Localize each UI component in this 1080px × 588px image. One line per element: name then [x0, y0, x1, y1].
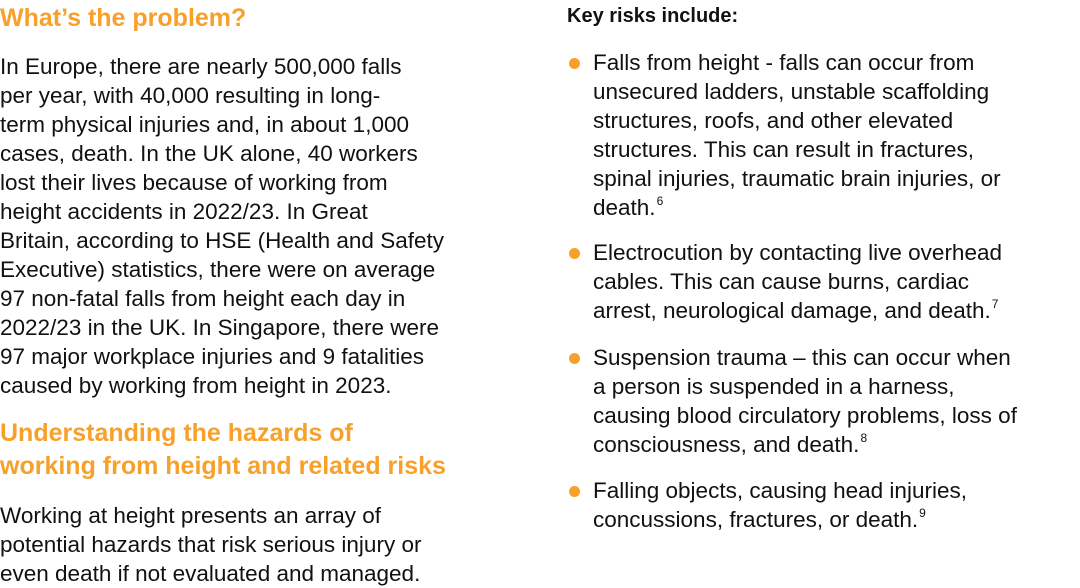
line-text: unsecured ladders, unstable scaffolding — [593, 79, 990, 104]
hazards-paragraph: Working at height presents an array of po… — [0, 501, 421, 588]
line-text: concussions, fractures, or death. — [593, 507, 919, 532]
text-line: Executive) statistics, there were on ave… — [0, 257, 436, 282]
text-line: height accidents in 2022/23. In Great — [0, 199, 368, 224]
text-line: potential hazards that risk serious inju… — [0, 532, 422, 557]
text-line: 97 major workplace injuries and 9 fatali… — [0, 344, 424, 369]
line-text: Falling objects, causing head injuries, — [593, 478, 967, 503]
text-line: even death if not evaluated and managed. — [0, 561, 421, 586]
text-line: 2022/23 in the UK. In Singapore, there w… — [0, 315, 440, 340]
line-text: structures, roofs, and other elevated — [593, 108, 954, 133]
line-text: Suspension trauma – this can occur when — [593, 345, 1011, 370]
problem-paragraph: In Europe, there are nearly 500,000 fall… — [0, 52, 444, 400]
text-line: causing blood circulatory problems, loss… — [593, 401, 1017, 430]
text-line: Working at height presents an array of — [0, 503, 382, 528]
bullet-dot-icon — [569, 353, 580, 364]
line-text: a person is suspended in a harness, — [593, 374, 955, 399]
footnote-ref[interactable]: 6 — [656, 194, 664, 208]
risk-item: Falls from height - falls can occur from… — [567, 48, 1001, 222]
line-text: consciousness, and death. — [593, 432, 860, 457]
text-line: per year, with 40,000 resulting in long- — [0, 83, 381, 108]
text-line: structures. This can result in fractures… — [593, 135, 1001, 164]
footnote-ref[interactable]: 8 — [860, 431, 868, 445]
bullet-dot-icon — [569, 248, 580, 259]
text-line: consciousness, and death.8 — [593, 430, 1017, 459]
heading-line: working from height and related risks — [0, 452, 446, 480]
text-line: death.6 — [593, 193, 1001, 222]
line-text: Falls from height - falls can occur from — [593, 50, 975, 75]
bullet-dot-icon — [569, 486, 580, 497]
heading-whats-the-problem: What’s the problem? — [0, 4, 247, 32]
text-line: 97 non-fatal falls from height each day … — [0, 286, 406, 311]
text-line: lost their lives because of working from — [0, 170, 388, 195]
line-text: structures. This can result in fractures… — [593, 137, 974, 162]
line-text: Electrocution by contacting live overhea… — [593, 240, 1002, 265]
risk-item: Electrocution by contacting live overhea… — [567, 238, 1002, 325]
text-line: cases, death. In the UK alone, 40 worker… — [0, 141, 418, 166]
line-text: spinal injuries, traumatic brain injurie… — [593, 166, 1001, 191]
text-line: concussions, fractures, or death.9 — [593, 505, 967, 534]
heading-understanding-hazards: Understanding the hazards of working fro… — [0, 417, 446, 483]
text-line: Suspension trauma – this can occur when — [593, 343, 1017, 372]
risk-item: Suspension trauma – this can occur when a… — [567, 343, 1017, 459]
text-line: Falls from height - falls can occur from — [593, 48, 1001, 77]
text-line: a person is suspended in a harness, — [593, 372, 1017, 401]
footnote-ref[interactable]: 9 — [919, 506, 926, 520]
text-line: In Europe, there are nearly 500,000 fall… — [0, 54, 402, 79]
key-risks-heading: Key risks include: — [567, 5, 739, 27]
footnote-ref[interactable]: 7 — [991, 297, 999, 311]
text-line: Falling objects, causing head injuries, — [593, 476, 967, 505]
text-line: Electrocution by contacting live overhea… — [593, 238, 1002, 267]
text-line: term physical injuries and, in about 1,0… — [0, 112, 409, 137]
risk-item: Falling objects, causing head injuries, c… — [567, 476, 967, 534]
line-text: death. — [593, 195, 656, 220]
line-text: causing blood circulatory problems, loss… — [593, 403, 1017, 428]
text-line: cables. This can cause burns, cardiac — [593, 267, 1002, 296]
text-line: spinal injuries, traumatic brain injurie… — [593, 164, 1001, 193]
text-line: Britain, according to HSE (Health and Sa… — [0, 228, 444, 253]
line-text: arrest, neurological damage, and death. — [593, 298, 991, 323]
text-line: arrest, neurological damage, and death.7 — [593, 296, 1002, 325]
text-line: caused by working from height in 2023. — [0, 373, 392, 398]
heading-line: Understanding the hazards of — [0, 419, 353, 447]
line-text: cables. This can cause burns, cardiac — [593, 269, 970, 294]
bullet-dot-icon — [569, 58, 580, 69]
text-line: structures, roofs, and other elevated — [593, 106, 1001, 135]
text-line: unsecured ladders, unstable scaffolding — [593, 77, 1001, 106]
